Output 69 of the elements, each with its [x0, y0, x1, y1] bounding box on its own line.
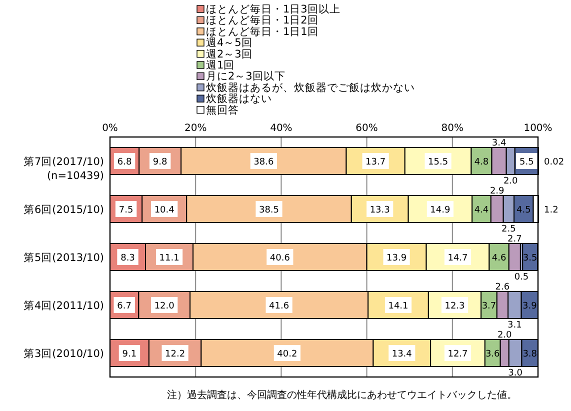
data-label: 3.0: [508, 368, 523, 378]
y-tick-label: 第6回(2015/10): [24, 204, 104, 216]
data-label: 7.5: [118, 206, 134, 216]
legend-label: ほとんど毎日・1日3回以上: [206, 2, 340, 16]
data-label: 38.6: [254, 158, 274, 168]
x-tick-label: 40%: [270, 123, 292, 134]
data-label: 13.7: [366, 158, 386, 168]
data-label: 14.7: [448, 254, 468, 264]
data-label: 13.3: [370, 206, 390, 216]
data-label: 3.5: [522, 254, 538, 264]
data-label: 4.8: [474, 158, 489, 168]
legend-label: ほとんど毎日・1日1回: [206, 26, 318, 38]
data-label: 3.4: [492, 138, 506, 148]
data-label: 14.1: [388, 302, 408, 312]
data-label: 0.02: [544, 158, 564, 168]
y-tick-label: 第4回(2011/10): [24, 300, 104, 312]
data-label: 3.9: [522, 302, 538, 312]
legend-label: 週1回: [206, 60, 235, 72]
data-label: 10.4: [154, 206, 175, 216]
data-label: 5.5: [519, 158, 534, 168]
text: 注）過去調査は、今回調査の性年代構成比にあわせてウエイトバックした値。: [167, 389, 517, 401]
data-label: 1.2: [544, 206, 558, 216]
x-tick-label: 0%: [102, 123, 118, 134]
data-label: 13.9: [386, 254, 407, 264]
data-label: 2.0: [497, 330, 512, 340]
data-label: 3.7: [482, 302, 496, 312]
data-label: 38.5: [258, 206, 280, 216]
data-label: 13.4: [392, 350, 412, 360]
data-label: 9.1: [122, 350, 137, 360]
data-label: 9.8: [152, 158, 168, 168]
data-label: 4.4: [474, 206, 489, 216]
data-label: 12.7: [448, 350, 468, 360]
data-label: 2.6: [495, 282, 510, 292]
y-tick-label: 第7回(2017/10) (n=10439): [24, 156, 104, 182]
data-label: 0.5: [514, 272, 529, 282]
y-tick-label: 第3回(2010/10): [24, 348, 104, 360]
data-label: 40.6: [270, 254, 290, 264]
legend-label: 月に2～3回以下: [206, 70, 286, 83]
data-label: 40.2: [277, 350, 298, 360]
data-label: 6.7: [117, 302, 132, 312]
x-tick-label: 20%: [184, 123, 207, 134]
data-label: 2.5: [502, 224, 516, 234]
legend-label: 無回答: [206, 104, 239, 116]
x-tick-label: 60%: [356, 123, 378, 134]
legend-label: ほとんど毎日・1日2回: [206, 14, 318, 27]
x-tick-label: 100%: [524, 123, 552, 134]
data-label: 12.0: [154, 302, 175, 312]
legend-label: 炊飯器はあるが、炊飯器でご飯は炊かない: [206, 82, 415, 94]
y-tick-label: 第5回(2013/10): [24, 252, 104, 264]
data-label: 2.7: [508, 234, 522, 244]
legend-label: 炊飯器はない: [206, 93, 272, 106]
data-label: 41.6: [269, 302, 290, 312]
data-label: 8.3: [120, 254, 135, 264]
legend-label: 週2～3回: [206, 48, 252, 60]
data-label: 12.2: [165, 350, 186, 360]
data-label: 3.6: [485, 350, 500, 360]
data-label: 3.1: [508, 320, 522, 330]
data-label: 6.8: [117, 158, 132, 168]
legend-label: 週4～5回: [206, 37, 252, 50]
data-label: 14.9: [430, 206, 450, 216]
data-label: 4.6: [492, 254, 506, 264]
data-label: 11.1: [159, 254, 180, 264]
data-label: 15.5: [428, 158, 448, 168]
x-tick-label: 80%: [441, 123, 464, 134]
data-label: 3.8: [522, 350, 538, 360]
data-label: 2.9: [490, 186, 505, 196]
data-label: 2.0: [503, 176, 518, 186]
data-label: 4.5: [516, 206, 531, 216]
data-label: 12.3: [444, 302, 465, 312]
